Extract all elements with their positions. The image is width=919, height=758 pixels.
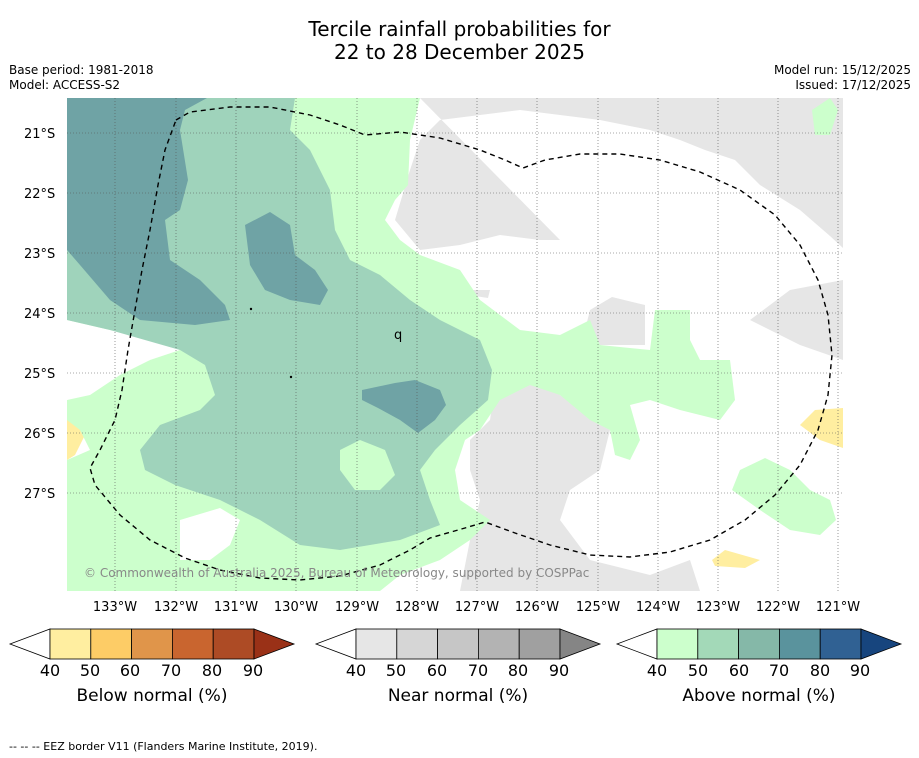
eez-border [89,106,833,581]
graticule [67,98,843,591]
meta-left: Base period: 1981-2018 Model: ACCESS-S2 [9,63,154,93]
colorbar-segment [355,628,398,660]
cbar-tick: 50 [687,661,709,680]
lat-label: 23°S [24,247,55,262]
colorbar-min-extension [8,628,51,660]
cbar-tick: 60 [119,661,141,680]
colorbar-segment [171,628,214,660]
cbar-tick: 70 [160,661,182,680]
model-run-text: Model run: 15/12/2025 [773,63,911,77]
lat-label: 24°S [24,307,55,322]
cbar-tick: 50 [79,661,101,680]
lon-label: 123°W [696,600,740,615]
lat-label: 22°S [24,187,55,202]
colorbar-segment [477,628,520,660]
colorbar-below-title: Below normal (%) [76,686,228,706]
cbar-tick: 60 [728,661,750,680]
eez-legend-text: -- -- -- EEZ border V11 (Flanders Marine… [9,740,318,753]
lon-label: 126°W [515,600,559,615]
colorbar-near-title: Near normal (%) [387,686,529,706]
colorbar-segment [819,628,862,660]
issued-text: Issued: 17/12/2025 [795,78,911,92]
colorbar-segment [90,628,133,660]
colorbar-max-extension [860,628,903,660]
colorbar-segment [131,628,173,660]
colorbar-segment [396,628,438,660]
title-line-1: Tercile rainfall probabilities for [308,17,611,41]
above-normal-60-west [67,98,230,325]
probability-fields [67,98,843,591]
cbar-tick: 40 [646,661,668,680]
lon-label: 131°W [214,600,258,615]
lon-label: 127°W [455,600,499,615]
lon-label: 122°W [756,600,800,615]
lat-labels: 21°S 22°S 23°S 24°S 25°S 26°S 27°S [24,127,55,502]
cbar-tick: 90 [242,661,264,680]
base-period-text: Base period: 1981-2018 [9,63,154,77]
colorbar-segment [779,628,821,660]
cbar-tick: 70 [467,661,489,680]
lat-label: 21°S [24,127,55,142]
lon-label: 125°W [576,600,620,615]
lat-label: 26°S [24,427,55,442]
colorbar-segment [212,628,255,660]
lon-label: 132°W [154,600,198,615]
above-normal-60-center [245,212,328,305]
near-normal-region-east [395,98,843,250]
lon-label: 121°W [816,600,860,615]
lat-label: 27°S [24,487,55,502]
lon-label: 133°W [93,600,137,615]
colorbar-segment [49,628,92,660]
title-line-2: 22 to 28 December 2025 [333,40,585,64]
island-marker [289,375,293,379]
colorbar-max-extension [253,628,296,660]
colorbar-segment [697,628,739,660]
lon-label: 128°W [395,600,439,615]
cbar-tick: 40 [345,661,367,680]
lon-label: 124°W [636,600,680,615]
above-normal-40-patch [340,440,395,490]
cbar-tick: 60 [426,661,448,680]
lon-label: 130°W [274,600,318,615]
colorbar-min-extension [314,628,357,660]
cbar-tick: 40 [39,661,61,680]
white-gap-south [180,508,240,560]
colorbar-segment [738,628,780,660]
island-marker [249,307,253,311]
above-normal-40-ne [812,98,838,135]
cbar-tick: 80 [507,661,529,680]
colorbar-segment [656,628,699,660]
colorbar-segment [437,628,479,660]
cbar-tick: 80 [809,661,831,680]
colorbars [8,628,903,660]
cbar-tick: 90 [548,661,570,680]
cbar-tick: 80 [201,661,223,680]
cbar-tick: 90 [849,661,871,680]
lat-label: 25°S [24,367,55,382]
model-text: Model: ACCESS-S2 [9,78,121,92]
island-label: q [394,328,402,343]
cbar-tick: 50 [385,661,407,680]
below-normal-region-south [712,550,760,568]
above-normal-40-east [732,458,836,535]
above-normal-60-south [362,380,446,433]
colorbar-above-title: Above normal (%) [682,686,836,706]
meta-right: Model run: 15/12/2025 Issued: 17/12/2025 [774,63,911,93]
colorbar-segment [518,628,561,660]
colorbar-min-extension [615,628,658,660]
near-normal-region-center [585,297,645,345]
lon-labels: 133°W 132°W 131°W 130°W 129°W 128°W 127°… [93,600,860,615]
cbar-tick: 70 [768,661,790,680]
lon-label: 129°W [335,600,379,615]
map-title: Tercile rainfall probabilities for 22 to… [0,18,919,64]
near-normal-region-east-2 [750,280,843,360]
white-gap [67,340,150,400]
colorbar-max-extension [559,628,602,660]
copyright-text: © Commonwealth of Australia 2025, Bureau… [84,566,589,580]
below-normal-region-east [800,408,843,448]
